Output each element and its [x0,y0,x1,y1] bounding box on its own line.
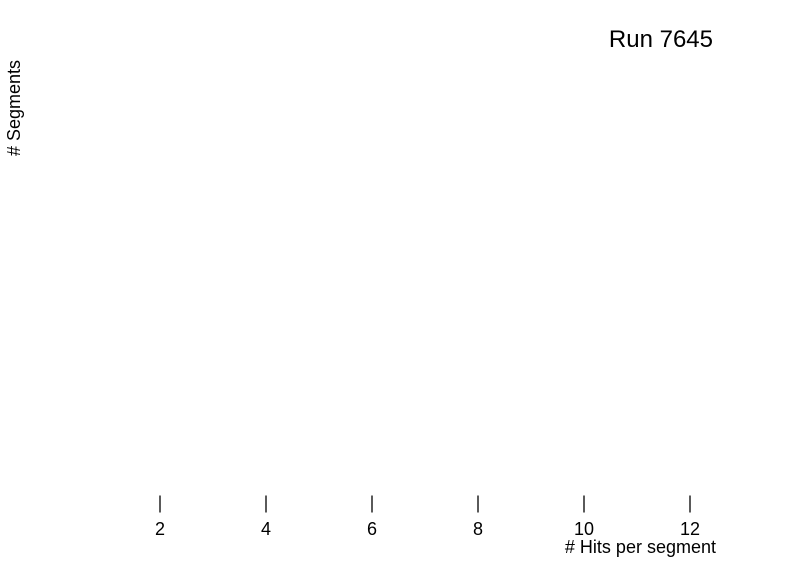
x-tick-label: 12 [680,519,700,539]
x-tick-label: 2 [155,519,165,539]
x-tick-label: 8 [473,519,483,539]
chart-title: Run 7645 [608,26,713,53]
x-tick-label: 6 [367,519,377,539]
x-axis-title: # Hits per segment [564,537,716,557]
x-tick-label: 10 [574,519,594,539]
x-axis [159,495,691,513]
y-axis-title: # Segments [4,59,24,156]
x-axis-tick-labels: 2 4 6 8 10 12 [155,519,700,539]
x-tick-label: 4 [261,519,271,539]
